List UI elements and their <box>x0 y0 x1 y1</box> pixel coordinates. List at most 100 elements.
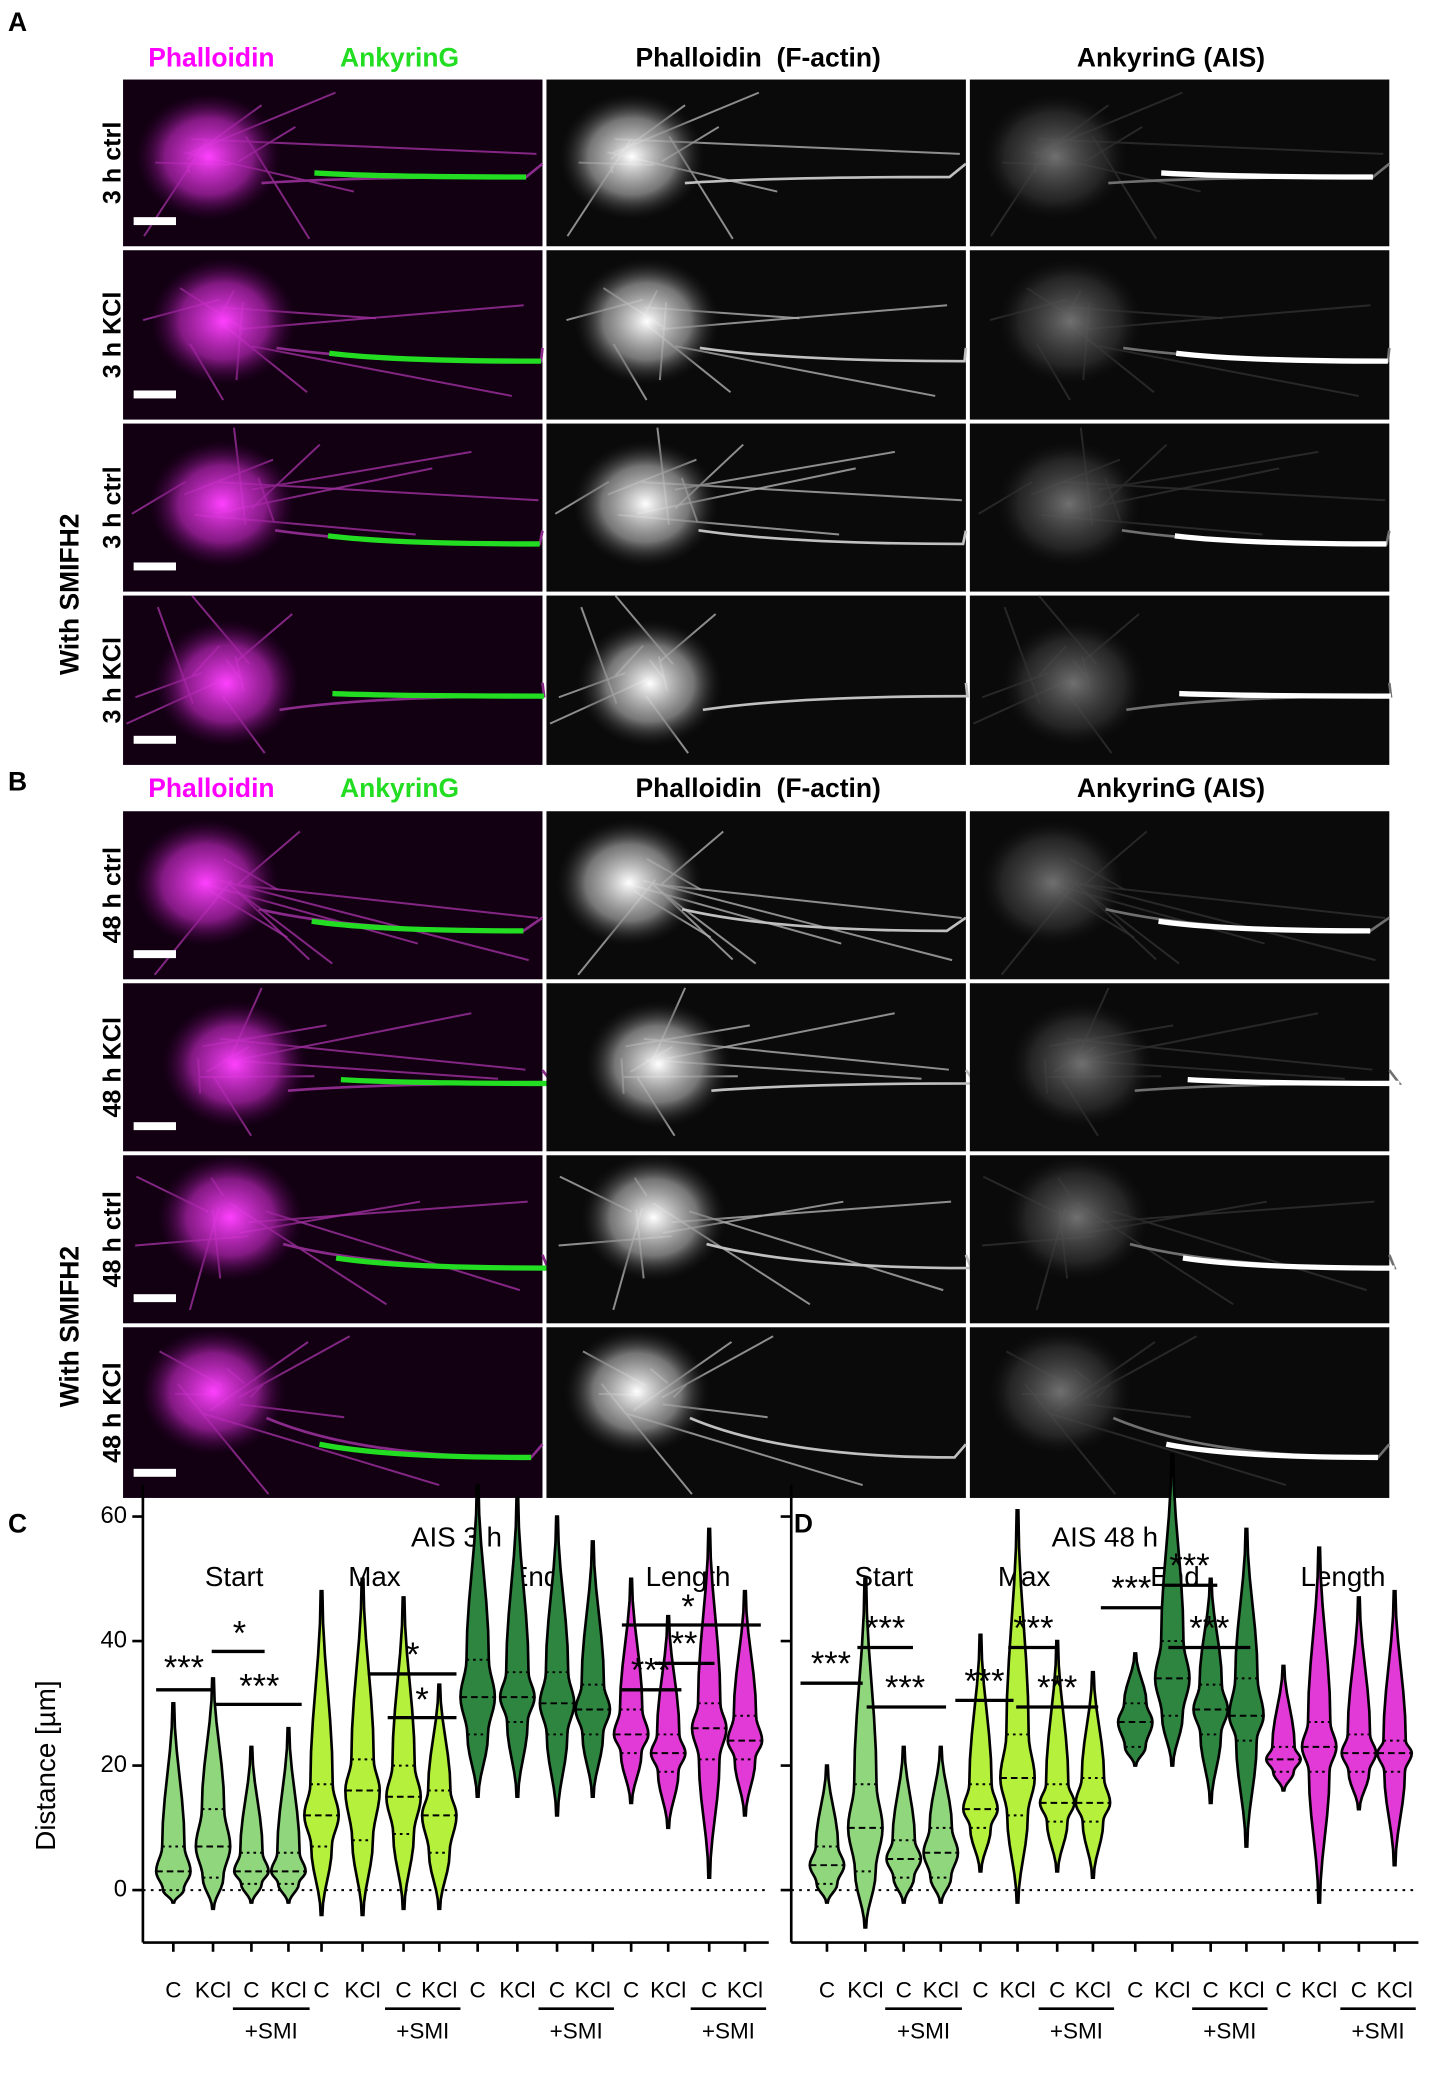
column-header: AnkyrinG (AIS) <box>1077 773 1265 803</box>
soma <box>996 440 1142 568</box>
violin <box>344 1577 382 1917</box>
micrograph <box>546 595 970 765</box>
violin <box>538 1515 576 1817</box>
panel-label: C <box>8 1509 27 1539</box>
dendrite <box>675 345 936 397</box>
ais <box>1179 690 1391 699</box>
axon <box>711 1069 979 1092</box>
column-header: AnkyrinG <box>340 43 459 73</box>
significance-label: * <box>233 1615 246 1653</box>
subgroup-label: +SMI <box>1203 2018 1256 2043</box>
scale-bar <box>133 390 176 399</box>
x-tick-label: KCl <box>1228 1977 1264 2002</box>
column-header: Phalloidin <box>148 43 274 73</box>
violin <box>961 1633 999 1873</box>
micrograph <box>546 79 967 247</box>
x-tick-label: KCl <box>999 1977 1035 2002</box>
subgroup-label: +SMI <box>396 2018 449 2043</box>
x-tick-label: KCl <box>1154 1977 1190 2002</box>
ais <box>1182 1255 1395 1271</box>
micrograph <box>969 811 1391 980</box>
micrograph <box>969 1154 1397 1324</box>
x-tick-label: C <box>243 1977 259 2002</box>
significance-label: *** <box>865 1609 905 1647</box>
group-label: With SMIFH2 <box>54 1246 84 1407</box>
significance-label: *** <box>811 1645 851 1683</box>
violin <box>649 1614 687 1830</box>
soma <box>162 1000 308 1128</box>
micrograph <box>969 1327 1391 1498</box>
significance-label: *** <box>1037 1669 1077 1707</box>
soma <box>997 257 1144 385</box>
labels: A Phalloidin AnkyrinG Phalloidin (F-actin) A… <box>8 7 1265 1463</box>
violin <box>232 1745 270 1904</box>
soma <box>150 257 297 385</box>
soma <box>1009 1000 1155 1128</box>
violin <box>1300 1546 1338 1904</box>
soma <box>987 1328 1134 1456</box>
column-header: AnkyrinG (AIS) <box>1077 43 1265 73</box>
violin <box>459 1484 497 1799</box>
charts: C AIS 3 h Distance [µm] 0 20 40 60 Start C KCl C KC… <box>8 1452 1419 2043</box>
soma <box>585 1000 732 1128</box>
soma <box>1004 1154 1150 1282</box>
ais <box>1175 350 1388 364</box>
dendrite <box>238 884 539 919</box>
violin <box>1192 1577 1230 1805</box>
panel-label: A <box>8 7 27 37</box>
dendrite <box>662 884 962 919</box>
axon <box>702 682 970 712</box>
ais <box>1174 533 1387 547</box>
axon <box>706 1242 974 1270</box>
axon <box>689 1416 967 1459</box>
significance-label: *** <box>631 1652 671 1690</box>
significance-label: *** <box>885 1669 925 1707</box>
scale-bar <box>133 735 176 744</box>
soma <box>157 1154 304 1282</box>
ais <box>1158 918 1371 934</box>
dendrite <box>1085 884 1386 919</box>
significance-label: ** <box>671 1625 698 1663</box>
y-tick-label: 40 <box>101 1626 127 1653</box>
x-tick-label: KCl <box>1301 1977 1337 2002</box>
axon <box>699 346 968 363</box>
ais <box>318 1441 532 1461</box>
chart-title: AIS 48 h <box>1052 1521 1159 1552</box>
column-header: Phalloidin <box>148 773 274 803</box>
micrograph <box>123 595 546 765</box>
row-label: 3 h KCl <box>98 637 126 724</box>
panel-label: D <box>794 1509 813 1539</box>
y-tick-label: 0 <box>114 1875 127 1902</box>
micrograph <box>969 423 1391 592</box>
ais <box>329 350 542 364</box>
column-header: Phalloidin (F-actin) <box>635 43 880 73</box>
x-tick-label: C <box>395 1977 411 2002</box>
significance-label: *** <box>1013 1609 1053 1647</box>
row-label: 48 h KCl <box>98 1362 126 1463</box>
soma <box>149 440 295 568</box>
scale-bar <box>133 217 176 226</box>
soma <box>135 93 282 221</box>
ais <box>332 690 545 699</box>
violin <box>194 1677 232 1911</box>
x-tick-label: C <box>1049 1977 1065 2002</box>
micrograph <box>969 79 1391 247</box>
dendrite <box>265 1210 521 1292</box>
x-tick-label: C <box>896 1977 912 2002</box>
soma <box>140 1328 287 1456</box>
subgroup-label: +SMI <box>550 2018 603 2043</box>
column-header: Phalloidin (F-actin) <box>635 773 880 803</box>
micrograph <box>546 983 979 1152</box>
soma <box>979 819 1126 947</box>
x-tick-label: KCl <box>344 1977 380 2002</box>
significance-label: *** <box>964 1662 1004 1700</box>
ais <box>311 918 524 934</box>
x-tick-label: KCl <box>575 1977 611 2002</box>
significance-label: * <box>415 1681 428 1719</box>
micrograph <box>123 983 556 1152</box>
ais <box>335 1255 548 1271</box>
violin <box>269 1726 307 1904</box>
subgroup-label: +SMI <box>702 2018 755 2043</box>
micrograph <box>546 811 967 980</box>
x-tick-label: KCl <box>923 1977 959 2002</box>
